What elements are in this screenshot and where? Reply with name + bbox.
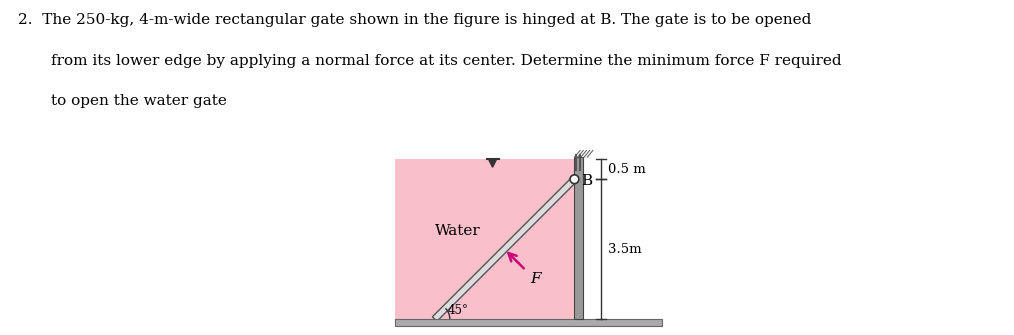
Polygon shape — [489, 159, 497, 167]
Text: B: B — [582, 174, 593, 188]
Text: 45°: 45° — [447, 304, 468, 317]
Text: F: F — [530, 272, 541, 286]
Polygon shape — [432, 177, 577, 321]
Polygon shape — [394, 159, 575, 319]
Circle shape — [570, 175, 579, 184]
Polygon shape — [575, 157, 583, 319]
Text: 3.5m: 3.5m — [608, 243, 642, 256]
Text: from its lower edge by applying a normal force at its center. Determine the mini: from its lower edge by applying a normal… — [51, 54, 842, 68]
Polygon shape — [394, 319, 662, 326]
Text: to open the water gate: to open the water gate — [51, 94, 226, 108]
Text: 2.  The 250-kg, 4-m-wide rectangular gate shown in the figure is hinged at B. Th: 2. The 250-kg, 4-m-wide rectangular gate… — [18, 13, 811, 27]
Text: Water: Water — [435, 224, 481, 238]
Text: 0.5 m: 0.5 m — [608, 163, 646, 176]
